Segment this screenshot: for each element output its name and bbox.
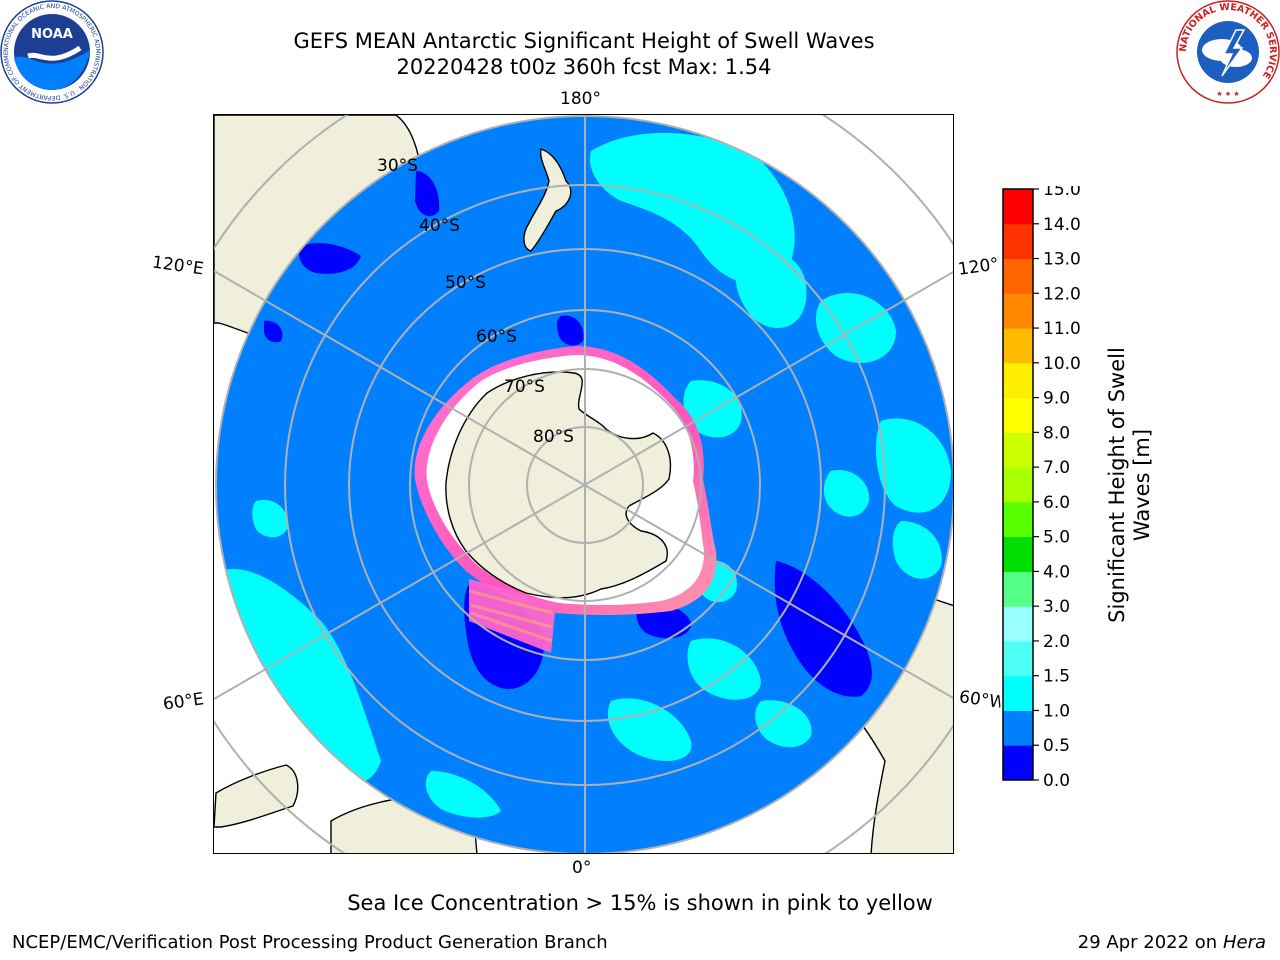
lat-label-40s: 40°S bbox=[419, 216, 460, 236]
meridian-60e-120w bbox=[214, 271, 953, 700]
chart-subtitle: 20220428 t00z 360h fcst Max: 1.54 bbox=[396, 55, 772, 79]
colorbar-tick-label: 12.0 bbox=[1043, 284, 1081, 304]
colorbar-cell bbox=[1003, 640, 1033, 677]
colorbar-cell bbox=[1003, 258, 1033, 294]
national-weather-service-logo: NATIONAL WEATHER SERVICE ★ ★ ★ bbox=[1176, 0, 1280, 104]
lat-label-30s: 30°S bbox=[377, 156, 418, 176]
colorbar-tick-label: 10.0 bbox=[1043, 354, 1081, 374]
colorbar-tick-label: 11.0 bbox=[1043, 319, 1081, 339]
lon-label-180: 180° bbox=[560, 89, 601, 109]
colorbar-cell bbox=[1003, 397, 1033, 433]
colorbar-cell bbox=[1003, 467, 1033, 503]
lon-label-60w: 60°W bbox=[957, 687, 1003, 713]
colorbar-tick-label: 9.0 bbox=[1043, 389, 1070, 409]
colorbar-tick-label: 3.0 bbox=[1043, 597, 1070, 617]
lat-label-80s: 80°S bbox=[533, 427, 574, 447]
colorbar-outline bbox=[1002, 188, 1034, 781]
colorbar-tick-label: 15.0 bbox=[1043, 186, 1081, 200]
credit-host: Hera bbox=[1222, 932, 1266, 953]
sea-ice-footnote: Sea Ice Concentration > 15% is shown in … bbox=[347, 891, 933, 915]
colorbar-cell bbox=[1003, 571, 1033, 607]
colorbar-tick-label: 7.0 bbox=[1043, 458, 1070, 478]
colorbar-cell bbox=[1003, 293, 1033, 329]
colorbar-cell bbox=[1003, 328, 1033, 364]
credit-date-text: 29 Apr 2022 on bbox=[1077, 932, 1218, 953]
colorbar-cell bbox=[1003, 745, 1033, 781]
lat-label-70s: 70°S bbox=[504, 377, 545, 397]
lat-label-60s: 60°S bbox=[476, 327, 517, 347]
lon-label-0: 0° bbox=[572, 858, 592, 878]
colorbar-cell bbox=[1003, 606, 1033, 642]
lat-label-50s: 50°S bbox=[445, 273, 486, 293]
colorbar: 0.0 0.5 1.0 1.5 2.0 3.0 4.0 5.0 6.0 7.0 8.0 9.0 10.0… bbox=[1002, 186, 1081, 786]
lon-label-60e: 60°E bbox=[161, 689, 206, 715]
colorbar-tick-label: 0.0 bbox=[1043, 771, 1070, 786]
colorbar-tick-label: 6.0 bbox=[1043, 493, 1070, 513]
lon-label-120w: 120°W bbox=[956, 254, 1002, 280]
colorbar-tick-label: 0.5 bbox=[1043, 736, 1070, 756]
svg-text:★ ★ ★: ★ ★ ★ bbox=[1216, 90, 1239, 98]
colorbar-tick-label: 8.0 bbox=[1043, 423, 1070, 443]
credit-date: 29 Apr 2022 on Hera bbox=[1078, 932, 1266, 953]
swell-1.0-1.5m-patches bbox=[216, 132, 951, 818]
chart-title: GEFS MEAN Antarctic Significant Height o… bbox=[293, 29, 875, 53]
colorbar-cell bbox=[1003, 501, 1033, 538]
colorbar-tick-label: 2.0 bbox=[1043, 632, 1070, 652]
colorbar-tick-label: 1.0 bbox=[1043, 701, 1070, 721]
noaa-logo: NATIONAL OCEANIC AND ATMOSPHERIC ADMINIS… bbox=[0, 0, 104, 104]
colorbar-cell bbox=[1003, 536, 1033, 572]
graticule bbox=[214, 115, 953, 853]
antarctica-landmass bbox=[445, 371, 672, 599]
colorbar-tick-label: 5.0 bbox=[1043, 528, 1070, 548]
madagascar-landmass bbox=[214, 764, 299, 828]
colorbar-cell bbox=[1003, 675, 1033, 711]
colorbar-cell bbox=[1003, 223, 1033, 260]
credit-branch: NCEP/EMC/Verification Post Processing Pr… bbox=[12, 932, 608, 953]
lon-label-120e: 120°E bbox=[150, 252, 205, 280]
colorbar-tick-label: 13.0 bbox=[1043, 250, 1081, 270]
colorbar-cell bbox=[1003, 432, 1033, 468]
colorbar-tick-label: 4.0 bbox=[1043, 562, 1070, 582]
new-zealand-landmass bbox=[523, 148, 572, 252]
colorbar-label: Significant Height of Swell Waves [m] bbox=[1105, 305, 1155, 665]
noaa-logo-text: NOAA bbox=[31, 27, 73, 42]
colorbar-label-line1: Significant Height of Swell bbox=[1105, 347, 1129, 623]
colorbar-cell bbox=[1003, 362, 1033, 399]
colorbar-cell bbox=[1003, 189, 1033, 225]
polar-stereographic-map: 30°S 40°S 50°S 60°S 70°S 80°S bbox=[213, 114, 954, 854]
colorbar-cell bbox=[1003, 710, 1033, 746]
colorbar-tick-label: 1.5 bbox=[1043, 667, 1070, 687]
colorbar-tick-label: 14.0 bbox=[1043, 215, 1081, 235]
colorbar-label-line2: Waves [m] bbox=[1130, 428, 1154, 542]
